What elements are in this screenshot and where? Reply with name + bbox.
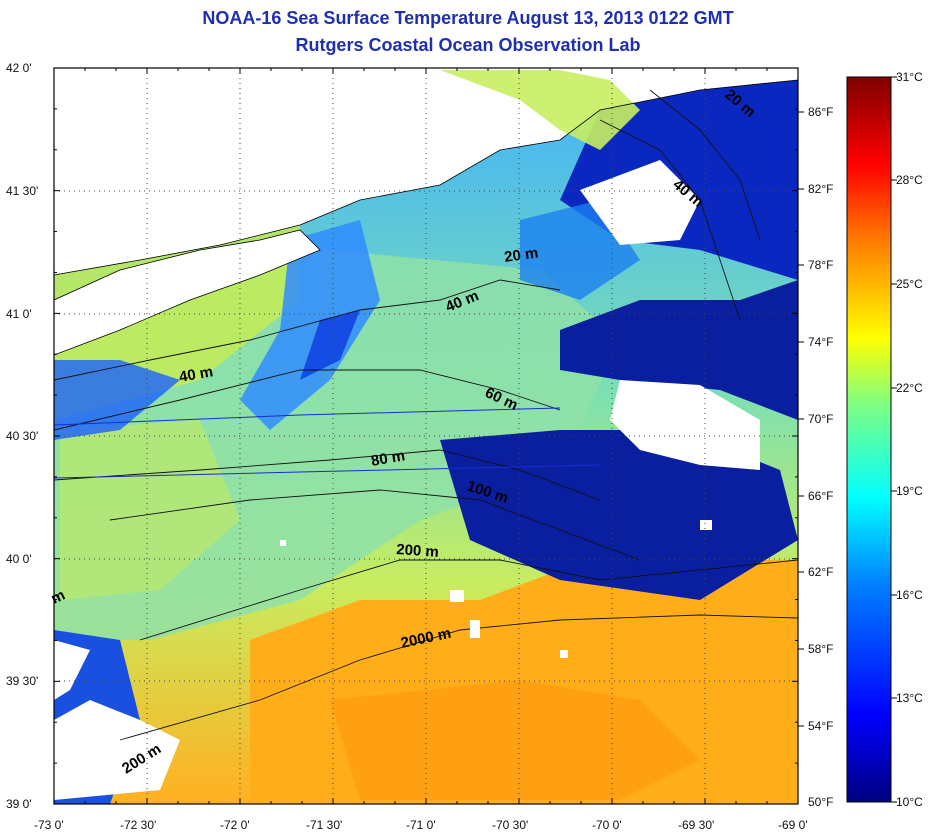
lon-label-72-30: -72 30' (120, 818, 157, 832)
lon-label-72-0: -72 0' (220, 818, 250, 832)
f-label-82: 82°F (808, 182, 834, 196)
lon-label-69-0: -69 0' (778, 818, 808, 832)
f-label-66: 66°F (808, 489, 834, 503)
f-label-74: 74°F (808, 335, 834, 349)
f-label-50: 50°F (808, 795, 834, 809)
contour-label-m-west: m (49, 587, 68, 608)
f-label-78: 78°F (808, 258, 834, 272)
lat-label-40-0: 40 0' (6, 552, 32, 566)
map-title: NOAA-16 Sea Surface Temperature August 1… (202, 8, 734, 28)
c-label-10: 10°C (896, 795, 923, 809)
f-label-58: 58°F (808, 642, 834, 656)
lon-label-71-0: -71 0' (406, 818, 436, 832)
c-label-25: 25°C (896, 277, 923, 291)
lon-label-70-30: -70 30' (492, 818, 529, 832)
c-label-28: 28°C (896, 173, 923, 187)
lon-label-73-0: -73 0' (34, 818, 64, 832)
cape-cod-land (440, 70, 640, 150)
axis-ticks (53, 67, 799, 805)
lon-label-70-0: -70 0' (592, 818, 622, 832)
c-label-31: 31°C (896, 70, 923, 84)
lat-label-40-30: 40 30' (6, 429, 39, 443)
f-label-86: 86°F (808, 105, 834, 119)
cloud-cape (580, 160, 700, 245)
c-label-19: 19°C (896, 484, 923, 498)
contour-label-80m: 80 m (370, 447, 407, 470)
f-label-54: 54°F (808, 719, 834, 733)
graticule (54, 68, 798, 804)
c-label-22: 22°C (896, 381, 923, 395)
long-island (54, 230, 320, 355)
c-label-16: 16°C (896, 588, 923, 602)
c-label-13: 13°C (896, 691, 923, 705)
lon-label-69-30: -69 30' (678, 818, 715, 832)
lat-label-39-0: 39 0' (6, 797, 32, 811)
colorbar (846, 76, 892, 803)
contour-label-40m-b: 40 m (178, 363, 215, 386)
f-label-70: 70°F (808, 412, 834, 426)
lon-label-71-30: -71 30' (306, 818, 343, 832)
lat-label-42-0: 42 0' (6, 61, 32, 75)
lat-label-41-0: 41 0' (6, 307, 32, 321)
f-label-62: 62°F (808, 565, 834, 579)
cloud-sw (54, 700, 180, 800)
lat-label-39-30: 39 30' (6, 674, 39, 688)
cloud-east (610, 380, 760, 470)
contour-label-20m: 20 m (503, 244, 539, 266)
colorbar-ticks (798, 76, 897, 803)
map-subtitle: Rutgers Coastal Ocean Observation Lab (295, 35, 641, 55)
lat-label-41-30: 41 30' (6, 184, 39, 198)
contour-label-200m-a: 200 m (396, 541, 440, 561)
